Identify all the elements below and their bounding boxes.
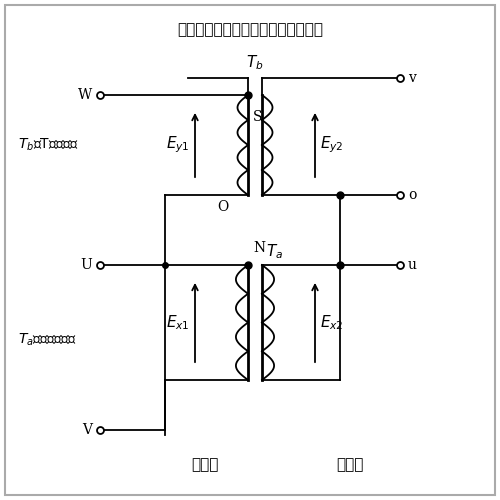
Text: $T_b$：T座変圧器: $T_b$：T座変圧器 [18,137,78,153]
Text: u: u [408,258,417,272]
Text: $E_{x2}$: $E_{x2}$ [320,313,344,332]
Text: $T_a$：主座変圧器: $T_a$：主座変圧器 [18,332,77,348]
Text: $E_{x1}$: $E_{x1}$ [166,313,190,332]
Text: $E_{y2}$: $E_{y2}$ [320,134,344,156]
Text: o: o [408,188,416,202]
Text: 入力（三相）側　　出力（二相）側: 入力（三相）側 出力（二相）側 [177,22,323,38]
Text: U: U [80,258,92,272]
Text: v: v [408,71,416,85]
Text: W: W [78,88,92,102]
Text: 二次側: 二次側 [336,458,363,472]
Text: $T_a$: $T_a$ [266,242,283,262]
Text: S: S [253,110,262,124]
Text: O: O [217,200,228,214]
Text: V: V [82,423,92,437]
Text: 一次側: 一次側 [192,458,218,472]
Text: $E_{y1}$: $E_{y1}$ [166,134,190,156]
Text: $T_b$: $T_b$ [246,54,264,72]
Text: N: N [253,241,265,255]
